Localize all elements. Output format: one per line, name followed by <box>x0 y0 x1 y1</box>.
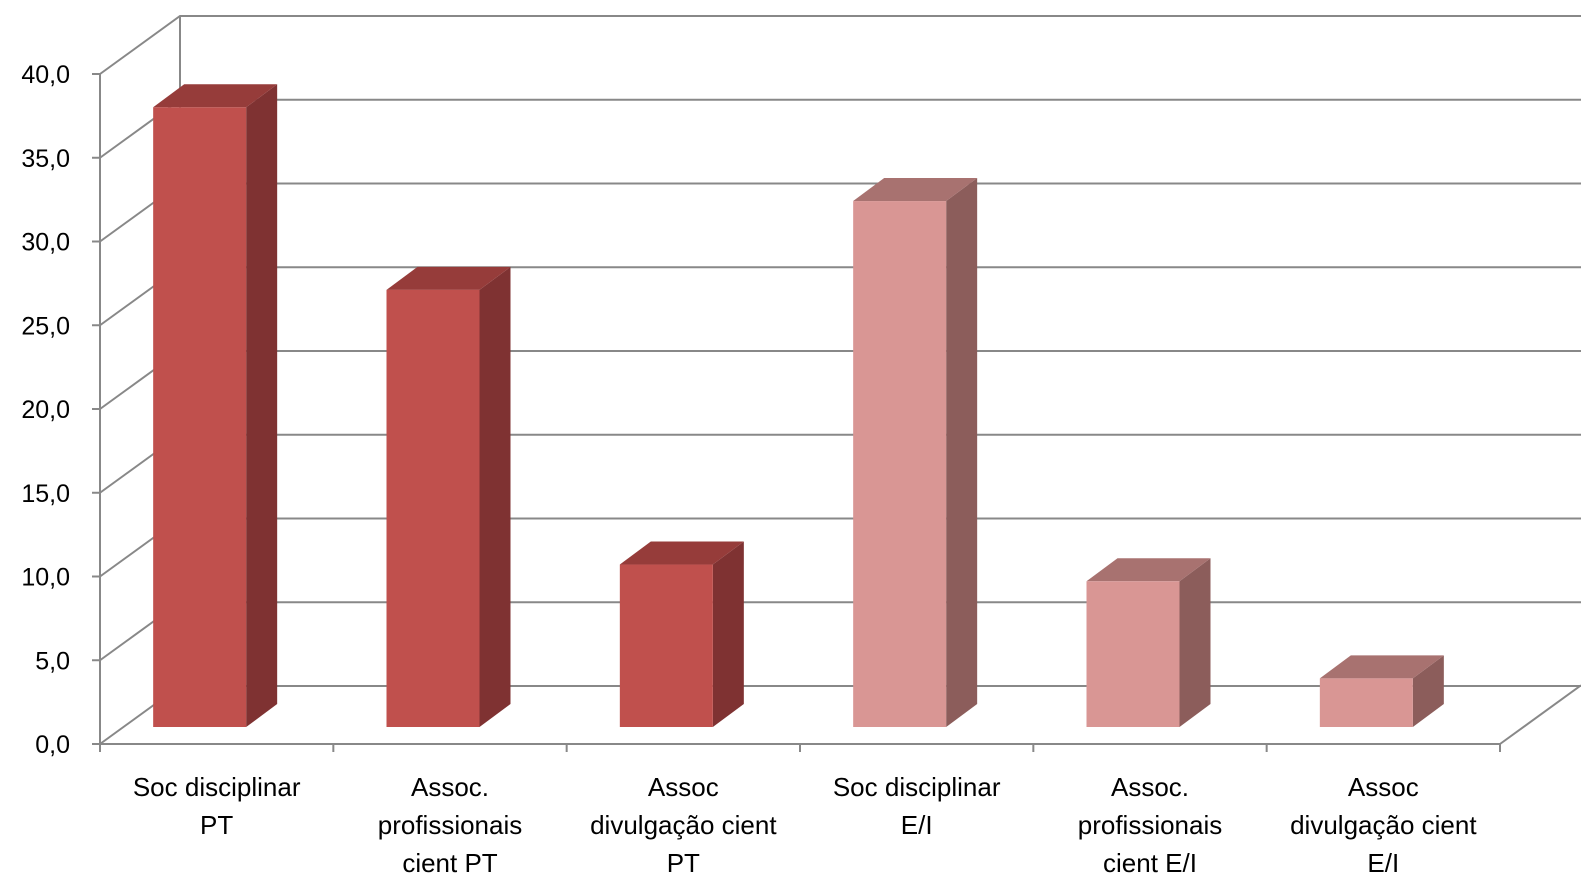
bar-top <box>619 541 744 565</box>
gridline <box>99 350 1581 410</box>
x-category-label: Assoc divulgação cient PT <box>590 772 777 878</box>
bar-side <box>479 266 511 727</box>
bar <box>853 178 978 728</box>
bar <box>619 541 744 727</box>
bar-top <box>386 266 511 290</box>
bar-side <box>246 84 278 727</box>
floor-edge-right <box>1499 684 1581 745</box>
bar-front <box>853 201 947 728</box>
x-category-label: Soc disciplinar PT <box>133 772 301 840</box>
bar-side <box>946 178 978 728</box>
gridline <box>99 182 1581 243</box>
bar-front <box>386 289 480 727</box>
bar-side <box>1179 558 1211 727</box>
y-tick-label: 30,0 <box>21 229 70 257</box>
bar-side <box>712 541 744 727</box>
gridline <box>99 266 1581 327</box>
gridline <box>99 98 1581 159</box>
bar-front <box>1086 581 1180 727</box>
bar-top <box>853 178 978 202</box>
y-tick-label: 5,0 <box>35 647 70 675</box>
bar-top <box>153 84 278 108</box>
bar <box>153 84 278 727</box>
x-category-label: Assoc. profissionais cient E/I <box>1078 772 1223 878</box>
bar-top <box>1319 655 1444 679</box>
x-category-label: Assoc divulgação cient E/I <box>1290 772 1477 878</box>
bar <box>1319 655 1444 727</box>
bar-front <box>619 564 713 727</box>
bar <box>1086 558 1211 727</box>
gridline <box>99 433 1581 494</box>
bars-layer <box>153 84 1444 728</box>
y-tick-label: 10,0 <box>21 564 70 592</box>
y-tick-label: 0,0 <box>35 731 70 759</box>
bar-top <box>1086 558 1211 582</box>
bar-front <box>153 107 247 727</box>
gridline <box>99 15 1581 75</box>
x-category-label: Soc disciplinar E/I <box>833 772 1001 840</box>
bar-side <box>1412 655 1444 727</box>
y-tick-label: 40,0 <box>21 61 70 89</box>
y-tick-label: 35,0 <box>21 145 70 173</box>
gridline <box>99 517 1581 578</box>
bar-front <box>1319 678 1413 727</box>
gridline <box>99 601 1581 662</box>
y-tick-label: 20,0 <box>21 396 70 424</box>
x-category-label: Assoc. profissionais cient PT <box>378 772 523 878</box>
y-tick-label: 15,0 <box>21 480 70 508</box>
bar <box>386 266 511 727</box>
grid-layer <box>99 15 1581 745</box>
labels-layer: 0,0 5,0 10,0 15,0 20,0 25,0 30,0 35,0 40,0 Soc di… <box>21 61 1477 878</box>
y-tick-label: 25,0 <box>21 312 70 340</box>
axis-layer <box>92 16 1581 752</box>
